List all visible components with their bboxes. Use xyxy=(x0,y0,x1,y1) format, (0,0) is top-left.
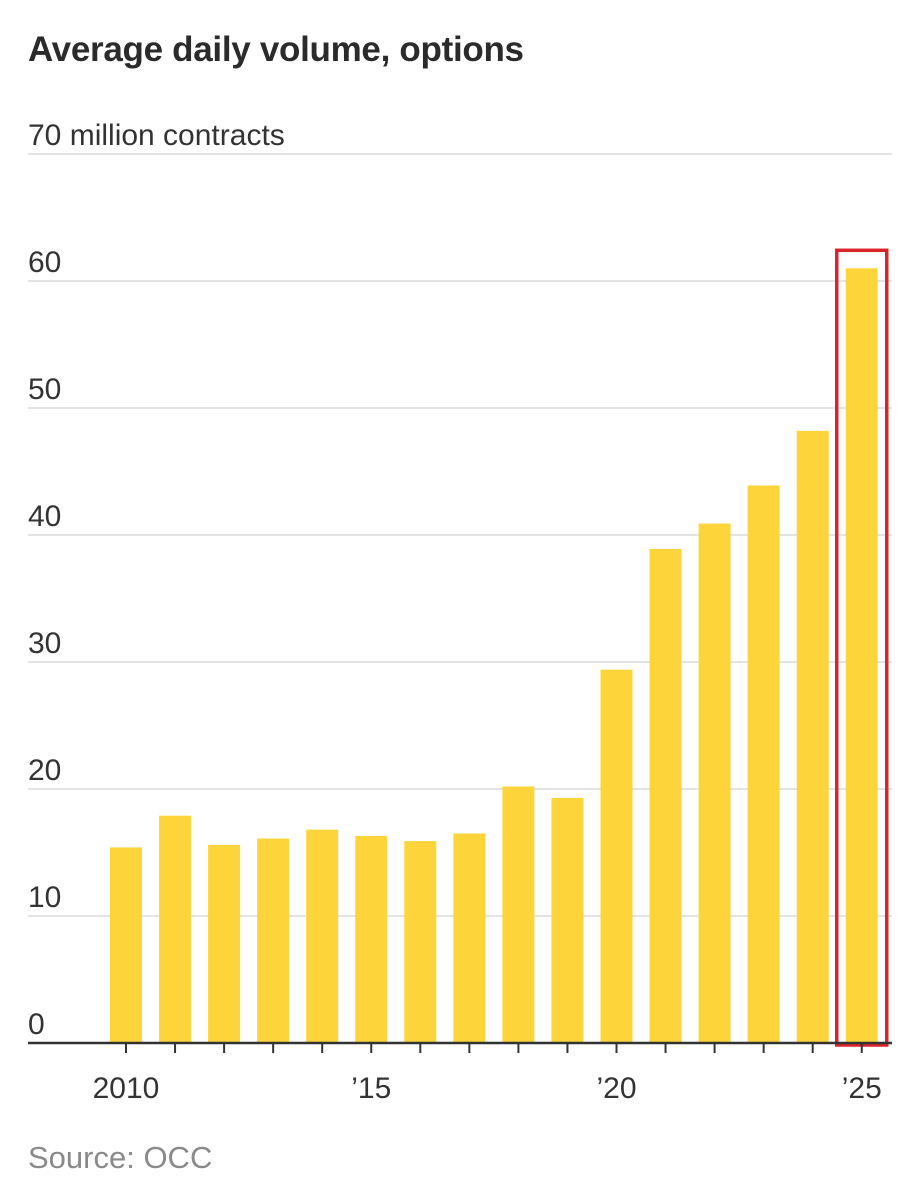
bars xyxy=(110,268,878,1044)
y-tick-label: 60 xyxy=(28,246,61,279)
bar xyxy=(796,430,829,1043)
bar xyxy=(698,523,731,1043)
x-tick-label: ’25 xyxy=(842,1072,882,1105)
y-axis-unit-label: 70 million contracts xyxy=(28,119,285,152)
x-tick-label: 2010 xyxy=(93,1072,160,1105)
bar xyxy=(551,797,584,1043)
bar xyxy=(208,844,241,1043)
bar xyxy=(355,835,388,1043)
bar xyxy=(502,786,535,1043)
bar xyxy=(159,815,192,1043)
y-axis-ticks: 0 10 20 30 40 50 60 70 million contracts xyxy=(28,119,285,1041)
x-tick-label: ’15 xyxy=(351,1072,391,1105)
bar xyxy=(649,548,682,1043)
bar xyxy=(306,829,339,1043)
y-tick-label: 40 xyxy=(28,500,61,533)
bar xyxy=(747,485,780,1044)
y-tick-label: 0 xyxy=(28,1008,45,1041)
x-tick-label: ’20 xyxy=(596,1072,636,1105)
y-tick-label: 30 xyxy=(28,627,61,660)
bar xyxy=(453,833,486,1043)
bar xyxy=(110,847,142,1043)
bar xyxy=(404,841,437,1043)
source-note: Source: OCC xyxy=(28,1140,213,1175)
y-tick-label: 10 xyxy=(28,881,61,914)
chart-title: Average daily volume, options xyxy=(28,30,524,69)
bar xyxy=(600,669,633,1043)
bar xyxy=(845,268,878,1043)
bar xyxy=(257,838,290,1043)
x-axis-ticks: 2010 ’15 ’20 ’25 xyxy=(93,1043,882,1105)
y-tick-label: 50 xyxy=(28,373,61,406)
y-tick-label: 20 xyxy=(28,754,61,787)
